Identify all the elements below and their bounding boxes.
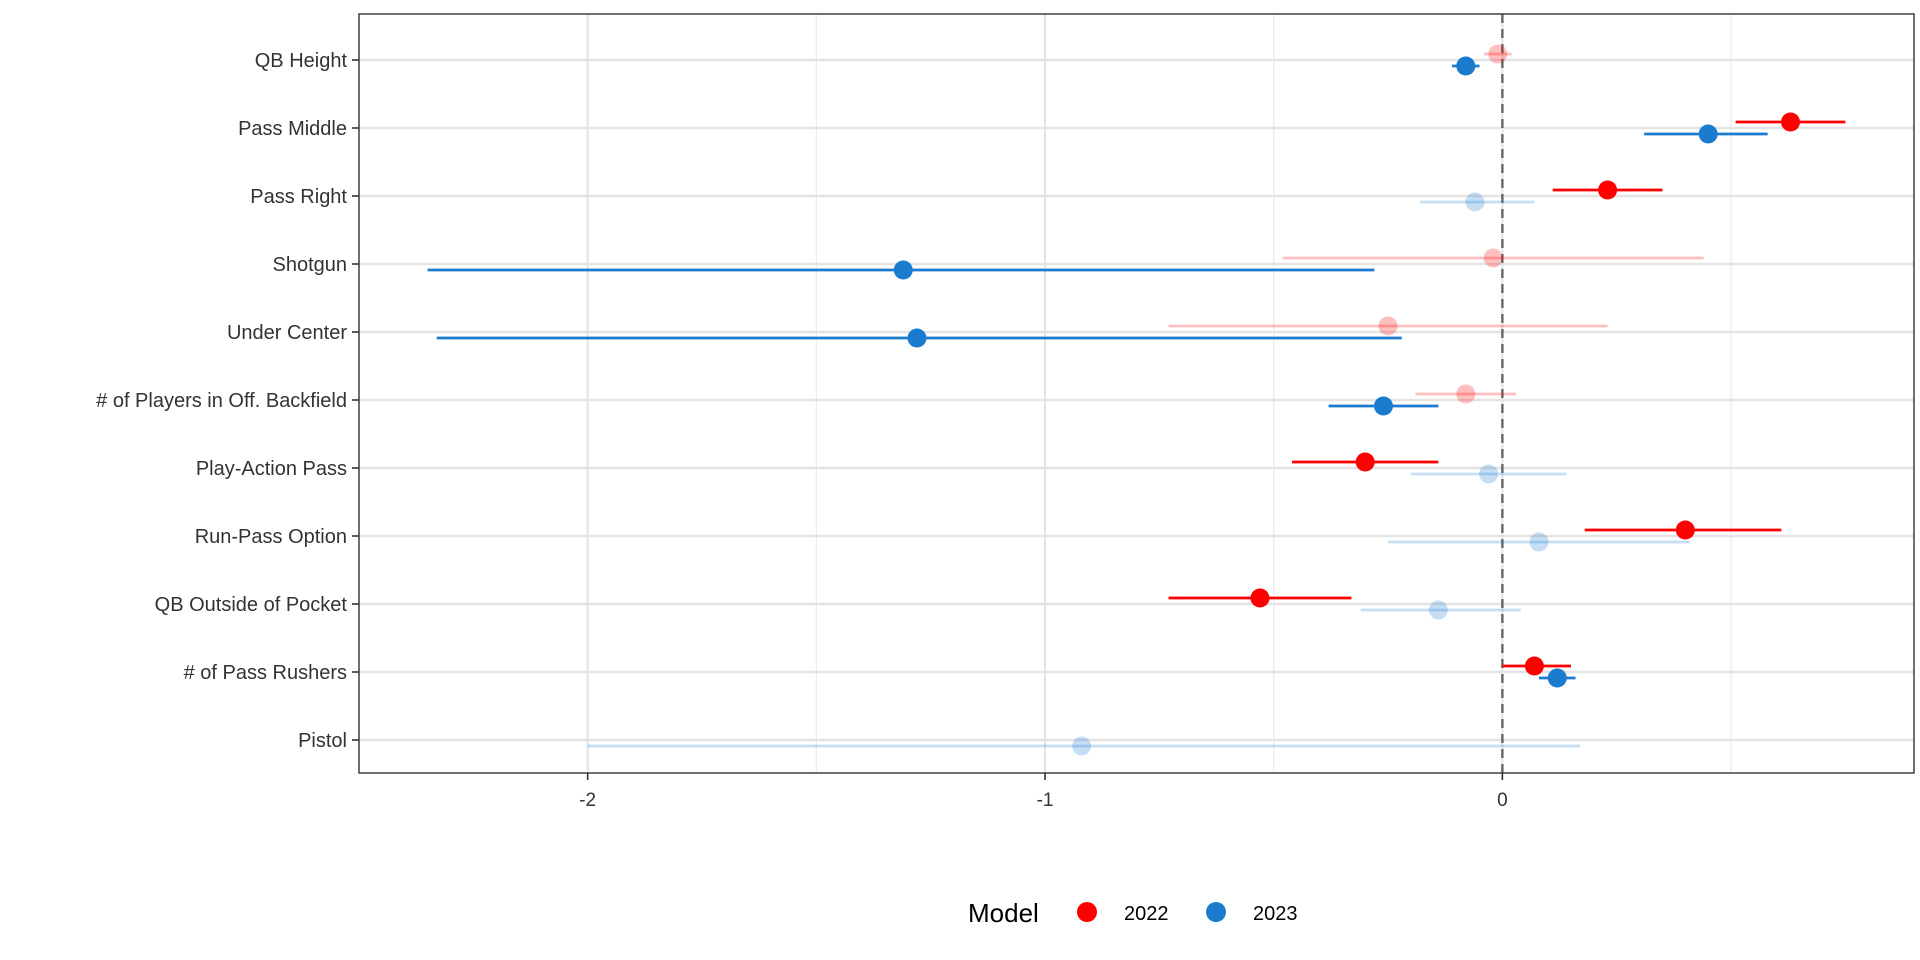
x-tick-label: -2 — [579, 790, 596, 811]
legend: Model 2022 2023 — [968, 898, 1298, 928]
x-tick-label: 0 — [1497, 790, 1508, 811]
y-tick-label: Pass Middle — [238, 118, 347, 140]
y-tick-label: QB Height — [255, 50, 348, 72]
point-estimate — [1428, 600, 1448, 620]
y-tick-label: # of Players in Off. Backfield — [96, 390, 347, 412]
y-tick-label: # of Pass Rushers — [184, 662, 347, 684]
point-estimate — [1250, 588, 1270, 608]
y-tick-label: Pistol — [298, 730, 347, 752]
point-estimate — [1488, 44, 1508, 64]
point-estimate — [1456, 56, 1476, 76]
y-tick-label: QB Outside of Pocket — [155, 594, 348, 616]
point-estimate — [1479, 464, 1499, 484]
legend-title: Model — [968, 898, 1039, 928]
data-marks — [427, 44, 1846, 756]
point-estimate — [1465, 192, 1485, 212]
point-estimate — [1456, 384, 1476, 404]
legend-label-2023: 2023 — [1253, 903, 1298, 925]
y-axis: QB Height Pass Middle Pass Right Shotgun Und… — [96, 50, 359, 752]
point-estimate — [1781, 112, 1801, 132]
x-tick-label: -1 — [1037, 790, 1054, 811]
point-estimate — [1483, 248, 1503, 268]
x-axis: -2 -1 0 — [579, 773, 1508, 811]
point-estimate — [1524, 656, 1544, 676]
point-estimate — [1529, 532, 1549, 552]
point-estimate — [1698, 124, 1718, 144]
legend-label-2022: 2022 — [1124, 903, 1169, 925]
point-estimate — [907, 328, 927, 348]
y-tick-label: Play-Action Pass — [196, 458, 347, 480]
point-estimate — [1072, 736, 1092, 756]
legend-marker-2022 — [1077, 902, 1097, 922]
point-estimate — [893, 260, 913, 280]
y-tick-label: Shotgun — [272, 254, 347, 276]
legend-marker-2023 — [1206, 902, 1226, 922]
point-estimate — [1598, 180, 1618, 200]
point-estimate — [1373, 396, 1393, 416]
point-estimate — [1378, 316, 1398, 336]
point-estimate — [1547, 668, 1567, 688]
y-tick-label: Run-Pass Option — [195, 526, 347, 548]
point-estimate — [1675, 520, 1695, 540]
y-tick-label: Pass Right — [250, 186, 347, 208]
grid-lines — [358, 14, 1914, 773]
plot-panel-border — [358, 13, 1915, 774]
y-tick-label: Under Center — [227, 322, 347, 344]
point-estimate — [1355, 452, 1375, 472]
